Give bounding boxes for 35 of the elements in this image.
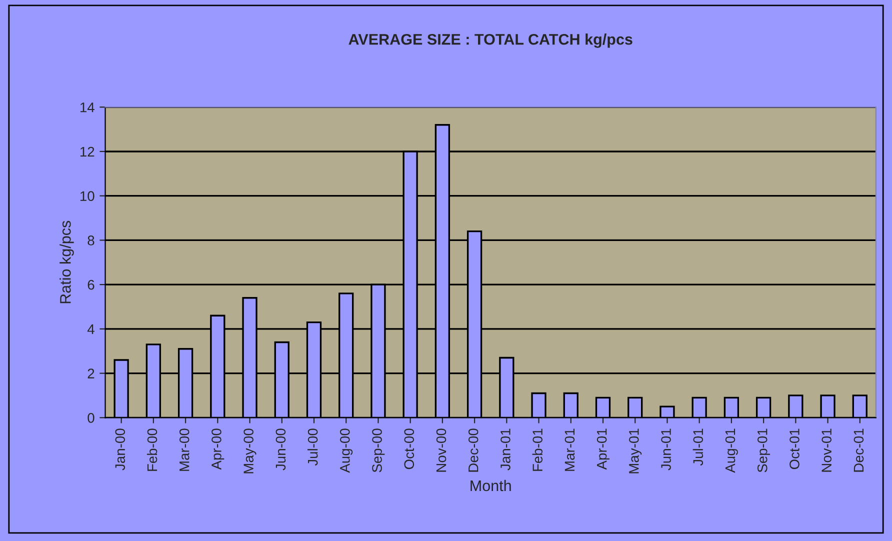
x-tick-label: Mar-00 bbox=[179, 428, 190, 471]
y-tick-label: 2 bbox=[88, 368, 94, 378]
y-tick-label: 0 bbox=[88, 412, 94, 423]
y-tick-label: 12 bbox=[80, 146, 94, 157]
x-tick-label: May-00 bbox=[244, 428, 256, 474]
y-tick-label: 14 bbox=[80, 102, 94, 112]
x-tick-label: Jun-01 bbox=[661, 428, 671, 470]
y-tick-label: 10 bbox=[80, 191, 94, 202]
x-tick-label: Sep-01 bbox=[757, 428, 770, 472]
x-tick-label: May-01 bbox=[628, 428, 642, 474]
x-tick-label: Jul-01 bbox=[692, 428, 704, 466]
y-tick-label: 8 bbox=[88, 236, 94, 246]
x-tick-label: Feb-00 bbox=[146, 428, 158, 471]
y-tick-label: 4 bbox=[87, 324, 94, 334]
x-tick-label: Nov-00 bbox=[436, 428, 446, 472]
x-tick-label: Jan-00 bbox=[115, 428, 126, 470]
x-tick-label: Jun-00 bbox=[276, 428, 286, 470]
x-tick-label: Jul-00 bbox=[308, 428, 318, 466]
x-tick-label: Dec-00 bbox=[468, 428, 478, 472]
x-tick-label: Mar-01 bbox=[564, 428, 575, 471]
x-tick-label: Jan-01 bbox=[500, 428, 510, 470]
x-tick-label: Sep-00 bbox=[372, 428, 385, 472]
x-tick-label: Apr-00 bbox=[212, 428, 224, 470]
x-tick-label: Oct-01 bbox=[790, 428, 800, 470]
x-tick-label: Feb-01 bbox=[532, 428, 542, 471]
y-tick-label: 6 bbox=[88, 280, 94, 290]
x-tick-label: Apr-01 bbox=[596, 428, 610, 470]
x-tick-label: Dec-01 bbox=[854, 428, 864, 472]
y-axis-title: Ratio kg/pcs bbox=[60, 220, 74, 304]
x-tick-label: Aug-00 bbox=[340, 428, 353, 473]
x-tick-label: Aug-01 bbox=[725, 428, 738, 473]
chart-title: AVERAGE SIZE : TOTAL CATCH kg/pcs bbox=[348, 34, 632, 48]
x-tick-label: Oct-00 bbox=[404, 428, 414, 470]
x-axis-title: Month bbox=[470, 480, 511, 492]
x-tick-label: Nov-01 bbox=[822, 428, 832, 472]
